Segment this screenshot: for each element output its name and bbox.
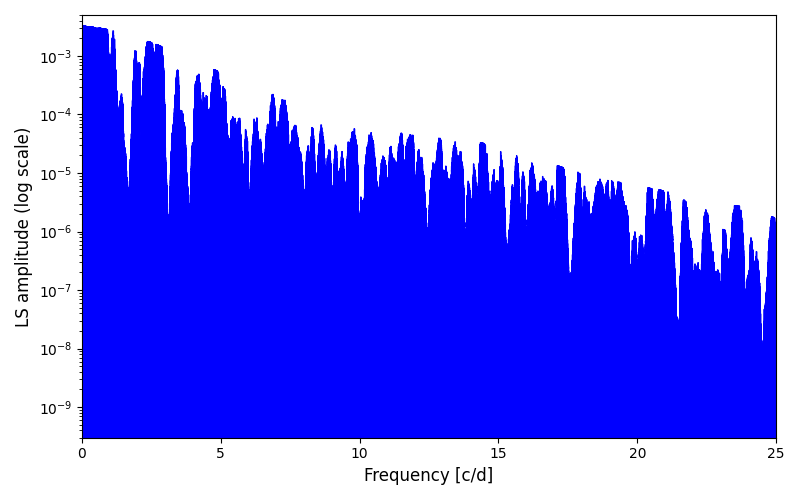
Y-axis label: LS amplitude (log scale): LS amplitude (log scale) [15, 126, 33, 326]
X-axis label: Frequency [c/d]: Frequency [c/d] [364, 467, 494, 485]
